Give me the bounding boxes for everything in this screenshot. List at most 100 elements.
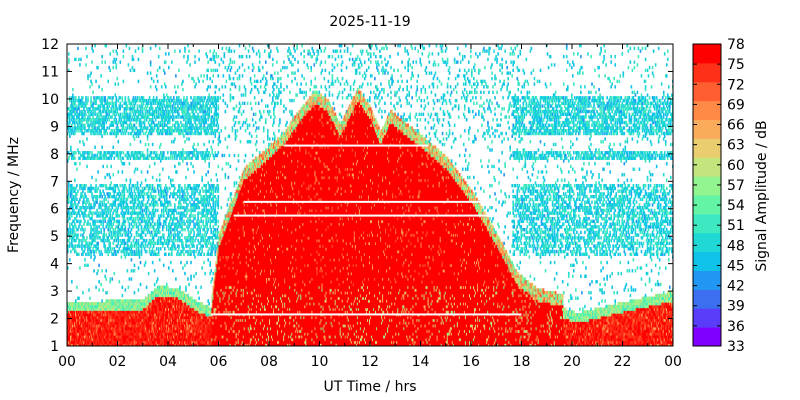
heat-cell bbox=[103, 211, 105, 215]
heat-cell bbox=[72, 247, 74, 251]
heat-cell bbox=[129, 299, 132, 303]
heat-cell bbox=[83, 307, 85, 311]
heat-cell bbox=[122, 79, 125, 84]
heat-cell bbox=[130, 107, 133, 111]
heat-cell bbox=[102, 313, 104, 317]
heat-cell bbox=[96, 321, 98, 325]
heat-cell bbox=[123, 238, 126, 243]
heat-cell bbox=[112, 189, 115, 193]
heat-cell bbox=[124, 307, 127, 311]
heat-cell bbox=[86, 222, 88, 226]
heat-cell bbox=[109, 96, 112, 100]
heat-cell bbox=[85, 318, 87, 322]
heat-cell bbox=[93, 225, 95, 229]
heat-cell bbox=[93, 96, 95, 100]
heat-cell bbox=[95, 197, 97, 202]
heat-cell bbox=[129, 107, 132, 111]
heat-cell bbox=[124, 96, 127, 100]
heat-cell bbox=[113, 332, 116, 336]
heat-cell bbox=[123, 107, 126, 111]
heat-cell bbox=[127, 63, 130, 67]
heat-cell bbox=[113, 304, 116, 309]
heat-cell bbox=[128, 115, 131, 119]
heat-cell bbox=[99, 315, 101, 320]
heat-cell bbox=[108, 230, 111, 235]
heat-cell bbox=[74, 101, 76, 105]
heat-cell bbox=[118, 107, 121, 111]
heat-cell bbox=[126, 324, 129, 328]
heat-cell bbox=[109, 208, 112, 213]
heat-cell bbox=[87, 263, 89, 267]
heat-cell bbox=[126, 313, 129, 317]
heat-cell bbox=[125, 203, 128, 207]
heat-cell bbox=[93, 318, 95, 322]
heat-cell bbox=[95, 313, 97, 317]
heat-cell bbox=[82, 156, 84, 160]
heat-cell bbox=[84, 205, 86, 210]
heat-cell bbox=[104, 219, 106, 224]
heat-cell bbox=[124, 126, 127, 130]
heat-cell bbox=[118, 195, 121, 199]
heat-cell bbox=[68, 200, 70, 204]
heat-cell bbox=[86, 324, 88, 328]
heat-cell bbox=[105, 324, 107, 328]
heat-cell bbox=[95, 98, 97, 103]
heat-cell bbox=[85, 101, 87, 105]
heat-cell bbox=[74, 211, 76, 215]
heat-cell bbox=[92, 49, 94, 53]
heat-cell bbox=[99, 340, 101, 344]
heat-cell bbox=[180, 260, 182, 265]
heat-cell bbox=[70, 304, 72, 309]
heat-cell bbox=[90, 211, 92, 215]
heat-cell bbox=[100, 318, 102, 322]
heat-cell bbox=[121, 170, 124, 174]
heat-cell bbox=[90, 307, 92, 311]
heat-cell bbox=[107, 225, 110, 229]
heat-cell bbox=[98, 302, 100, 306]
heat-cell bbox=[80, 104, 82, 108]
heat-cell bbox=[120, 304, 123, 309]
heat-cell bbox=[116, 326, 119, 331]
heat-cell bbox=[132, 112, 135, 116]
heat-cell bbox=[90, 340, 92, 344]
heat-cell bbox=[99, 332, 101, 336]
heat-cell bbox=[89, 156, 91, 160]
heat-cell bbox=[99, 184, 101, 188]
heat-cell bbox=[91, 337, 93, 342]
heat-cell bbox=[115, 120, 118, 125]
heat-cell bbox=[116, 197, 119, 202]
heat-cell bbox=[83, 118, 85, 122]
heat-cell bbox=[108, 304, 111, 309]
heat-cell bbox=[75, 216, 77, 221]
heat-cell bbox=[129, 195, 132, 199]
heat-cell bbox=[109, 321, 112, 325]
heat-cell bbox=[101, 120, 103, 125]
heat-cell bbox=[126, 340, 129, 344]
heat-cell bbox=[108, 337, 111, 342]
heat-cell bbox=[99, 236, 101, 240]
heat-cell bbox=[117, 249, 120, 254]
heat-cell bbox=[89, 151, 91, 155]
heat-cell bbox=[112, 60, 115, 64]
heat-cell bbox=[128, 98, 131, 103]
heat-cell bbox=[68, 326, 70, 331]
heat-cell bbox=[144, 178, 147, 182]
heat-cell bbox=[67, 200, 69, 204]
heat-cell bbox=[119, 104, 122, 108]
heat-cell bbox=[123, 326, 126, 331]
heat-cell bbox=[102, 164, 104, 169]
heat-cell bbox=[133, 291, 136, 295]
heat-cell bbox=[128, 186, 131, 191]
heat-cell bbox=[99, 205, 101, 210]
heat-cell bbox=[127, 326, 130, 331]
heat-cell bbox=[133, 208, 136, 213]
heat-cell bbox=[96, 310, 98, 314]
heat-cell bbox=[106, 343, 108, 346]
heat-cell bbox=[84, 324, 86, 328]
heat-cell bbox=[90, 98, 92, 103]
heat-cell bbox=[69, 236, 71, 240]
heat-cell bbox=[92, 337, 94, 342]
heat-cell bbox=[107, 101, 110, 105]
heat-cell bbox=[68, 310, 70, 314]
heat-cell bbox=[106, 104, 108, 108]
